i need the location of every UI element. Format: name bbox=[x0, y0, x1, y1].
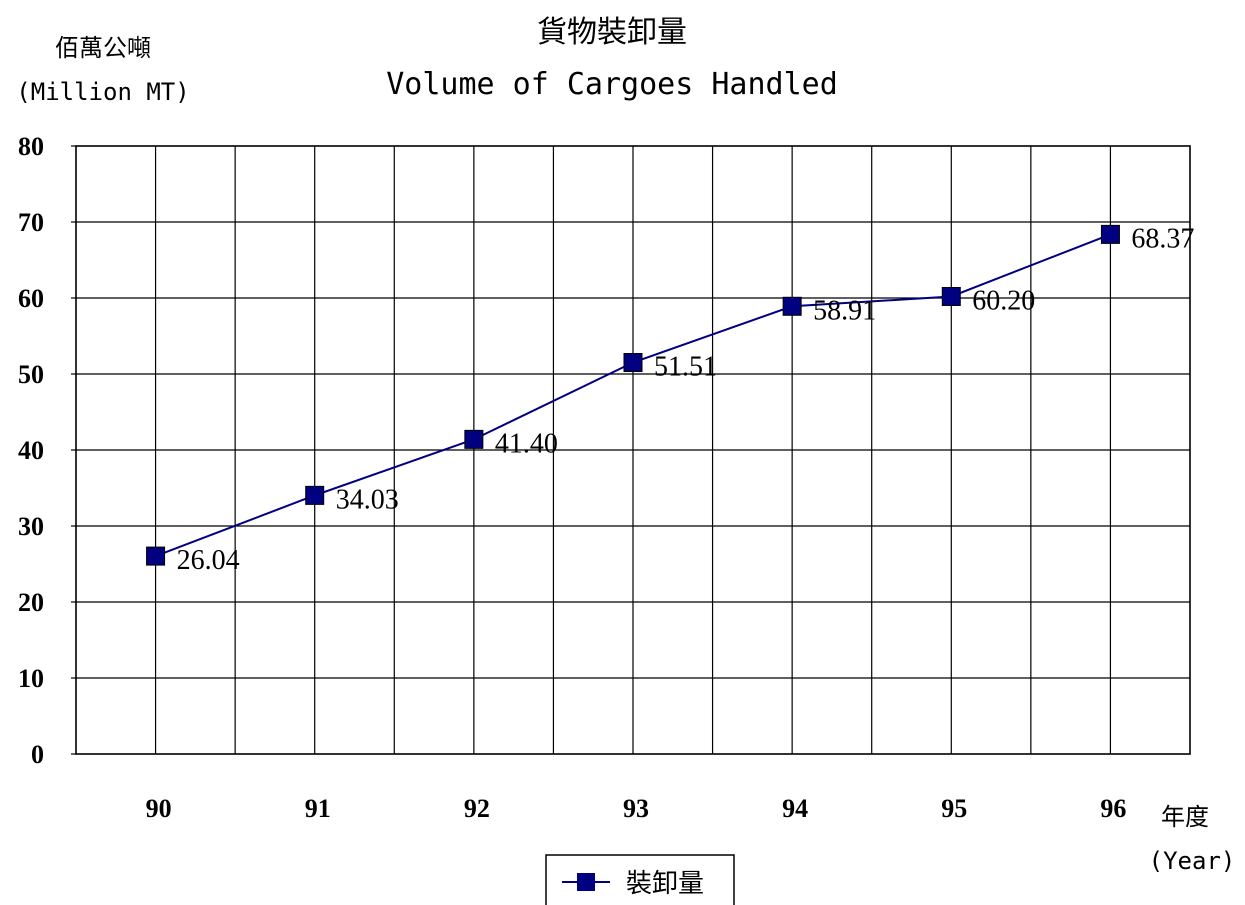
x-tick-label: 93 bbox=[623, 794, 649, 823]
data-label: 58.91 bbox=[813, 295, 876, 326]
data-label: 41.40 bbox=[495, 428, 558, 459]
data-label: 26.04 bbox=[177, 545, 240, 576]
series-layer: 26.04 34.03 41.40 51.51 58.91 60.20 68.37 bbox=[146, 223, 1194, 576]
x-tick-label: 94 bbox=[782, 794, 808, 823]
x-tick-label: 95 bbox=[941, 794, 967, 823]
x-axis-ticks: 90 91 92 93 94 95 96 bbox=[146, 794, 1127, 823]
y-tick-label: 10 bbox=[18, 664, 44, 693]
y-tick-label: 70 bbox=[18, 208, 44, 237]
data-label: 68.37 bbox=[1131, 223, 1194, 254]
x-tick-label: 91 bbox=[305, 794, 331, 823]
y-axis-title: 佰萬公噸 bbox=[55, 34, 151, 62]
x-axis-title-en: (Year) bbox=[1149, 847, 1236, 875]
chart-subtitle: Volume of Cargoes Handled bbox=[386, 67, 838, 102]
legend-label: 裝卸量 bbox=[626, 869, 704, 899]
x-tick-label: 90 bbox=[146, 794, 172, 823]
y-tick-label: 80 bbox=[18, 132, 44, 161]
y-tick-label: 0 bbox=[31, 740, 44, 769]
data-label: 51.51 bbox=[654, 352, 717, 383]
data-point-marker bbox=[305, 485, 325, 505]
y-tick-label: 20 bbox=[18, 588, 44, 617]
data-label: 34.03 bbox=[336, 484, 399, 515]
y-tick-label: 60 bbox=[18, 284, 44, 313]
x-axis-title: 年度 bbox=[1161, 803, 1209, 831]
x-tick-label: 96 bbox=[1100, 794, 1126, 823]
legend-marker-sample bbox=[577, 873, 595, 891]
data-label: 60.20 bbox=[972, 285, 1035, 316]
data-point-marker bbox=[623, 353, 643, 373]
chart-title: 貨物裝卸量 bbox=[537, 15, 687, 50]
x-tick-label: 92 bbox=[464, 794, 490, 823]
plot-area bbox=[75, 145, 1191, 755]
y-tick-label: 50 bbox=[18, 360, 44, 389]
data-point-marker bbox=[941, 286, 961, 306]
legend: 裝卸量 bbox=[545, 854, 735, 905]
data-point-marker bbox=[146, 546, 166, 566]
data-point-marker bbox=[782, 296, 802, 316]
y-axis-ticks: 0 10 20 30 40 50 60 70 80 bbox=[18, 132, 76, 769]
y-tick-label: 30 bbox=[18, 512, 44, 541]
y-tick-label: 40 bbox=[18, 436, 44, 465]
data-point-marker bbox=[1100, 224, 1120, 244]
y-axis-title-en: (Million MT) bbox=[16, 78, 189, 106]
data-point-marker bbox=[464, 429, 484, 449]
